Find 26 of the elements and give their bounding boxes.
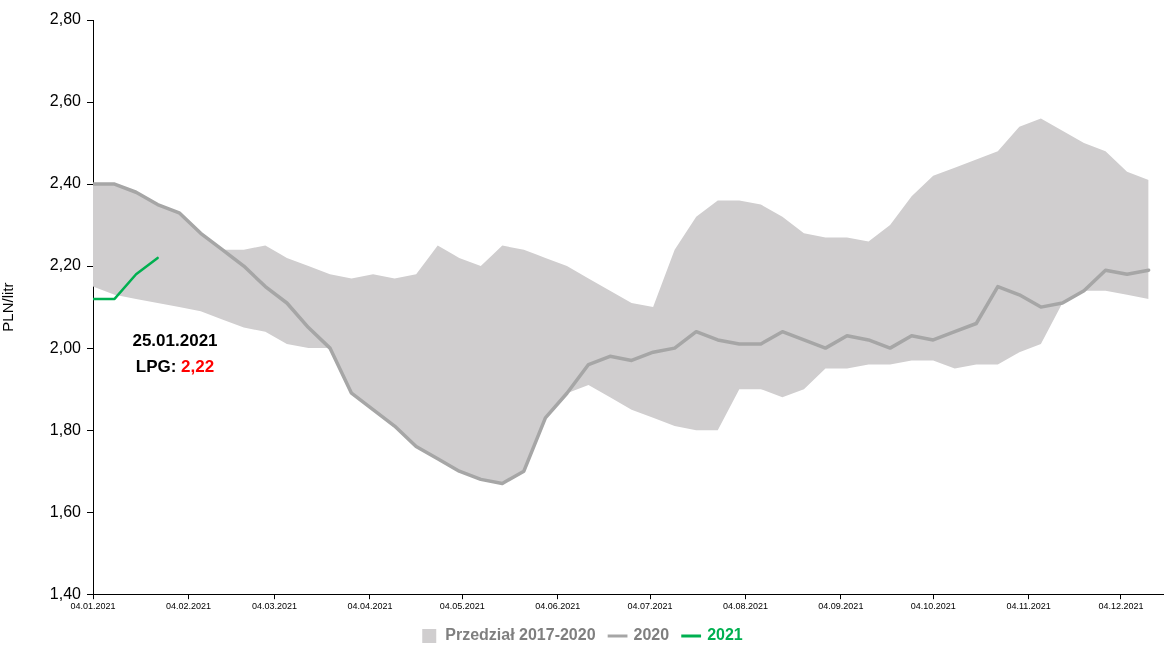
annotation: LPG: 2,22 xyxy=(135,356,215,376)
x-tick-label: 04.03.2021 xyxy=(252,601,298,612)
y-tick-label: 1,40 xyxy=(49,584,82,602)
x-tick-label: 04.07.2021 xyxy=(627,601,673,612)
x-tick-label: 04.12.2021 xyxy=(1098,601,1144,612)
x-tick-label: 04.01.2021 xyxy=(70,601,116,612)
y-tick-label: 2,40 xyxy=(49,174,82,192)
y-tick-label: 1,80 xyxy=(49,420,82,438)
y-tick-label: 2,20 xyxy=(49,256,82,274)
x-tick-label: 04.04.2021 xyxy=(347,601,393,612)
y-tick-label: 2,80 xyxy=(49,10,82,28)
x-tick-label: 04.02.2021 xyxy=(165,601,211,612)
x-tick-label: 04.09.2021 xyxy=(818,601,864,612)
y-tick-label: 2,00 xyxy=(49,338,82,356)
x-tick-label: 04.05.2021 xyxy=(439,601,485,612)
x-tick-label: 04.10.2021 xyxy=(910,601,956,612)
y-axis-title: PLN/litr xyxy=(0,282,17,332)
y-tick-label: 1,60 xyxy=(49,502,82,520)
x-tick-label: 04.11.2021 xyxy=(1006,601,1051,612)
x-tick-label: 04.06.2021 xyxy=(535,601,581,612)
annotation: 25.01.2021 xyxy=(132,330,218,350)
legend-label: Przedział 2017-2020 xyxy=(445,626,596,644)
legend-label: 2021 xyxy=(707,626,743,644)
x-tick-label: 04.08.2021 xyxy=(722,601,768,612)
y-tick-label: 2,60 xyxy=(49,92,82,110)
legend-label: 2020 xyxy=(633,626,670,644)
